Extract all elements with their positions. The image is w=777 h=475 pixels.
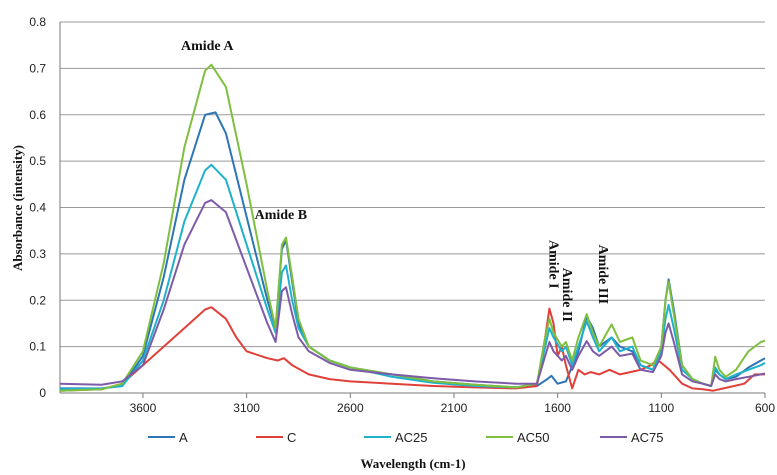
x-tick-label: 2600 (337, 401, 364, 415)
y-tick-label: 0.5 (29, 154, 46, 168)
x-tick-label: 3600 (130, 401, 157, 415)
y-tick-label: 0.4 (29, 201, 46, 215)
y-tick-label: 0.2 (29, 293, 46, 307)
series-line-ac25 (59, 163, 766, 391)
y-tick-label: 0.8 (29, 15, 46, 29)
axes (59, 22, 765, 394)
y-tick-label: 0.6 (29, 108, 46, 122)
legend-label: AC50 (517, 430, 550, 445)
legend-label: C (287, 430, 296, 445)
legend-label: AC25 (395, 430, 428, 445)
legend: A C AC25 AC50 AC75 (148, 430, 664, 445)
y-tick-label: 0.3 (29, 247, 46, 261)
series-lines (59, 63, 766, 392)
annotation-label: Amide B (255, 208, 308, 223)
y-tick-label: 0.7 (29, 61, 46, 75)
annotation-label: Amide III (595, 245, 610, 305)
annotation-label: Amide I (545, 240, 560, 289)
annotation-label: Amide II (559, 268, 574, 322)
x-tick-label: 2100 (441, 401, 468, 415)
series-line-ac50 (59, 63, 766, 392)
gridlines (60, 21, 765, 348)
x-axis-label: Wavelength (cm-1) (360, 456, 465, 471)
x-tick-label: 3100 (233, 401, 260, 415)
series-line-ac75 (59, 199, 766, 387)
legend-label: A (179, 430, 188, 445)
legend-label: AC75 (631, 430, 664, 445)
y-axis-ticks: 0 0.1 0.2 0.3 0.4 0.5 0.6 0.7 0.8 (29, 15, 46, 400)
x-axis-ticks: 3600 3100 2600 2100 1600 1100 600 (130, 393, 775, 415)
y-tick-label: 0.1 (29, 340, 46, 354)
y-tick-label: 0 (39, 386, 46, 400)
annotation-label: Amide A (181, 39, 234, 54)
y-axis-label: Absorbance (intensity) (10, 145, 25, 271)
x-tick-label: 1600 (544, 401, 571, 415)
series-line-c (59, 306, 765, 392)
x-tick-label: 600 (755, 401, 775, 415)
x-tick-label: 1100 (648, 401, 674, 415)
